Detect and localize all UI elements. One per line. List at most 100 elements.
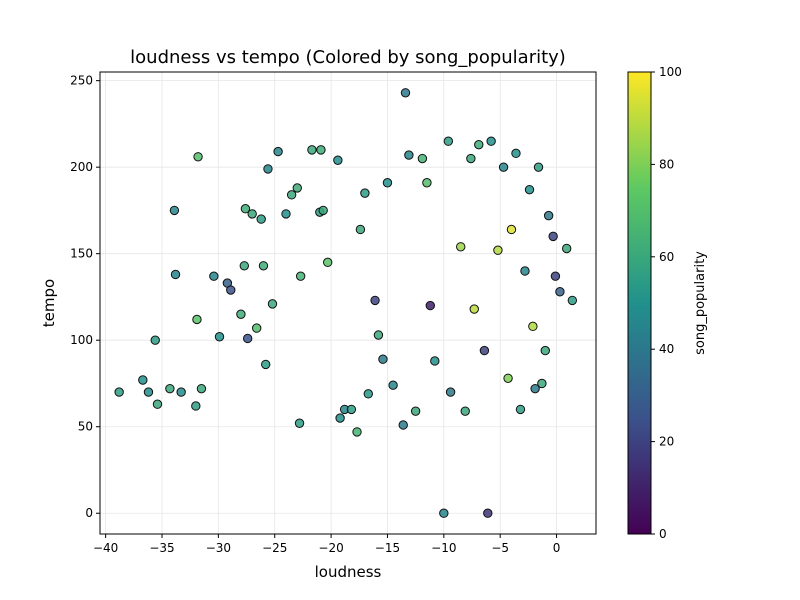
scatter-point bbox=[333, 155, 343, 165]
colorbar-tick-label: 0 bbox=[659, 527, 667, 541]
x-tick-label: −15 bbox=[375, 541, 400, 555]
y-tick-label: 150 bbox=[70, 247, 93, 261]
grid-lines bbox=[100, 72, 596, 534]
y-tick-label: 0 bbox=[85, 506, 93, 520]
scatter-point bbox=[169, 205, 180, 216]
scatter-point bbox=[483, 508, 493, 518]
scatter-point bbox=[373, 330, 384, 340]
scatter-point bbox=[456, 242, 466, 252]
x-axis-label: loudness bbox=[315, 563, 382, 581]
y-tick-label: 50 bbox=[78, 420, 93, 434]
x-tick-label: 0 bbox=[553, 541, 561, 555]
scatter-point bbox=[152, 399, 163, 409]
scatter-point bbox=[520, 266, 530, 276]
x-tick-label: −10 bbox=[431, 541, 456, 555]
scatter-point bbox=[515, 404, 526, 415]
y-tick-label: 100 bbox=[70, 333, 93, 347]
scatter-point bbox=[307, 145, 317, 155]
scatter-point bbox=[292, 183, 302, 193]
colorbar-tick-label: 100 bbox=[659, 65, 682, 79]
x-tick-label: −30 bbox=[206, 541, 231, 555]
scatter-point bbox=[150, 335, 160, 345]
scatter-point bbox=[196, 383, 207, 394]
scatter-point bbox=[430, 356, 440, 366]
scatter-point bbox=[251, 323, 262, 333]
scatter-point bbox=[352, 427, 362, 437]
scatter-point bbox=[469, 304, 479, 314]
scatter-point bbox=[346, 404, 357, 415]
scatter-point bbox=[209, 271, 219, 281]
data-points bbox=[114, 88, 578, 518]
scatter-point bbox=[540, 345, 550, 356]
colorbar-label: song_popularity bbox=[693, 251, 708, 355]
colorbar-tick-label: 60 bbox=[659, 250, 674, 264]
scatter-point bbox=[460, 406, 470, 416]
scatter-point bbox=[363, 389, 373, 399]
scatter-point bbox=[400, 88, 411, 98]
colorbar-ticks: 0 20 40 60 80 100 bbox=[651, 65, 682, 541]
scatter-point bbox=[239, 261, 249, 271]
y-axis-label: tempo bbox=[40, 279, 58, 327]
scatter-point bbox=[528, 321, 538, 332]
scatter-point bbox=[176, 387, 186, 397]
scatter-point bbox=[193, 152, 203, 162]
scatter-point bbox=[165, 383, 175, 394]
x-tick-label: −25 bbox=[262, 541, 287, 555]
scatter-point bbox=[370, 295, 380, 306]
scatter-point bbox=[273, 146, 283, 157]
colorbar-tick-label: 20 bbox=[659, 435, 674, 449]
scatter-point bbox=[294, 418, 305, 428]
scatter-point bbox=[226, 285, 236, 295]
scatter-point bbox=[170, 269, 181, 280]
scatter-point bbox=[474, 139, 484, 150]
scatter-point bbox=[247, 209, 257, 219]
scatter-point bbox=[286, 190, 297, 200]
scatter-point bbox=[355, 224, 366, 235]
scatter-point bbox=[240, 203, 251, 214]
scatter-point bbox=[445, 387, 456, 397]
scatter-point bbox=[388, 380, 398, 390]
scatter-point bbox=[548, 231, 558, 242]
scatter-point bbox=[323, 257, 333, 268]
x-tick-label: −35 bbox=[149, 541, 174, 555]
scatter-point bbox=[561, 243, 572, 254]
scatter-point bbox=[138, 375, 148, 385]
scatter-point bbox=[267, 299, 278, 309]
scatter-point bbox=[281, 209, 291, 219]
scatter-point bbox=[191, 401, 201, 411]
scatter-point bbox=[498, 162, 509, 172]
scatter-point bbox=[511, 148, 521, 159]
scatter-point bbox=[261, 359, 271, 370]
x-axis-ticks: −40 −35 −30 −25 −20 −15 −10 −5 0 bbox=[93, 534, 560, 555]
scatter-point bbox=[114, 387, 124, 397]
scatter-point bbox=[550, 271, 561, 281]
y-tick-label: 200 bbox=[70, 160, 93, 174]
scatter-point bbox=[316, 145, 326, 155]
scatter-point bbox=[567, 295, 578, 306]
scatter-point bbox=[410, 406, 421, 416]
scatter-point bbox=[439, 508, 449, 518]
plot-frame bbox=[99, 71, 597, 535]
scatter-point bbox=[466, 153, 476, 164]
x-tick-label: −40 bbox=[93, 541, 118, 555]
scatter-point bbox=[378, 354, 388, 364]
scatter-point bbox=[263, 164, 273, 174]
scatter-point bbox=[537, 378, 547, 389]
scatter-point bbox=[530, 383, 540, 394]
x-tick-label: −20 bbox=[318, 541, 343, 555]
colorbar-tick-label: 40 bbox=[659, 342, 674, 356]
scatter-point bbox=[417, 153, 428, 164]
scatter-point bbox=[533, 162, 544, 172]
scatter-point bbox=[256, 214, 266, 224]
scatter-point bbox=[398, 420, 408, 430]
scatter-point bbox=[236, 309, 246, 319]
scatter-point bbox=[425, 300, 435, 311]
y-axis-ticks: 0 50 100 150 200 250 bbox=[70, 74, 100, 520]
scatter-point bbox=[503, 373, 513, 383]
x-tick-label: −5 bbox=[491, 541, 509, 555]
chart-title: loudness vs tempo (Colored by song_popul… bbox=[130, 47, 566, 68]
scatter-point bbox=[506, 224, 517, 235]
scatter-point bbox=[404, 150, 414, 160]
colorbar bbox=[627, 71, 652, 535]
